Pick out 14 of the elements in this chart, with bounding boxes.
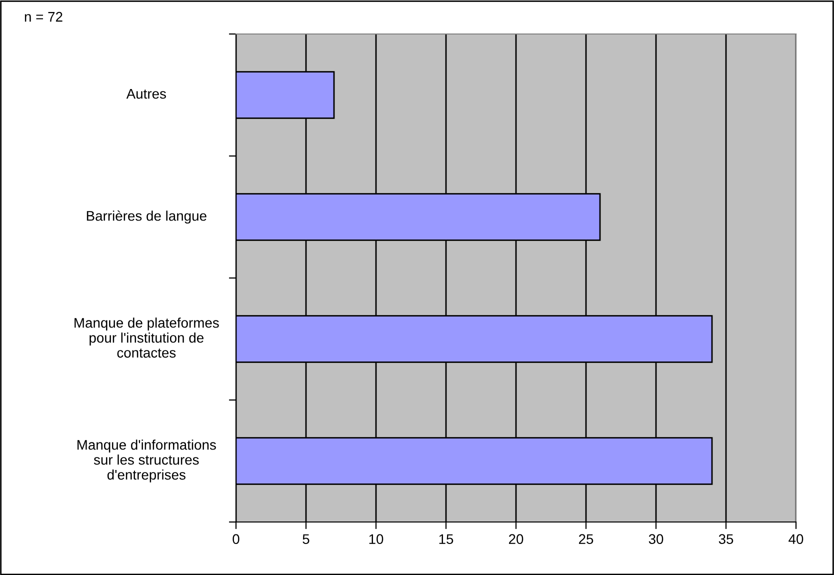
y-tick-label: Manque d'informations sur les structures d'entreprises	[78, 440, 216, 482]
y-tick-label: Autres	[126, 89, 166, 99]
x-tick-label: 40	[788, 534, 804, 544]
x-tick-label: 10	[369, 534, 384, 544]
y-tick-label: Manque de plateformes pour l'institution de contactes	[74, 318, 219, 358]
y-tick-label: Barrières de langue	[86, 210, 206, 224]
x-tick-label: 0	[232, 534, 240, 544]
text: n = 72	[24, 12, 62, 22]
x-tick-label: 5	[302, 534, 310, 544]
x-tick-label: 15	[439, 534, 454, 544]
x-tick-label: 20	[508, 534, 524, 544]
x-tick-label: 25	[578, 534, 594, 544]
x-tick-label: 30	[648, 534, 664, 544]
x-tick-label: 35	[718, 534, 734, 544]
